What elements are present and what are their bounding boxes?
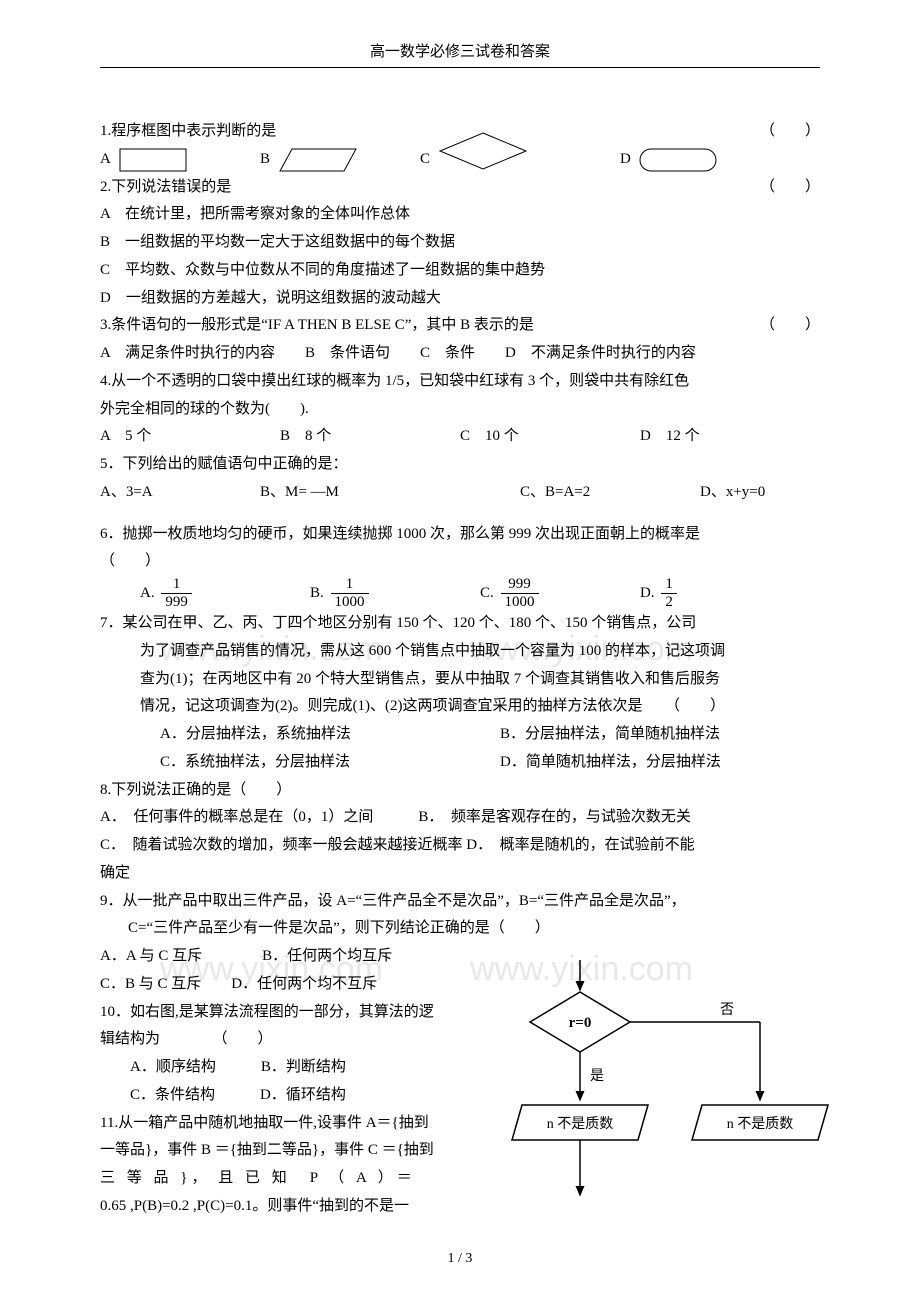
q6-frac-c: 9991000 [501,576,539,610]
q9-ab: A．A 与 C 互斥 B．任何两个均互斥 [100,943,820,971]
q6-l2: （ ） [100,548,820,576]
q10-cd: C．条件结构 D．循环结构 [100,1082,470,1110]
q6-d-den: 2 [661,594,677,611]
q2-opt-b: B 一组数据的平均数一定大于这组数据中的每个数据 [100,229,820,257]
q5-opt-c: C、B=A=2 [520,479,700,507]
q7-l4: 情况，记这项调查为(2)。则完成(1)、(2)这两项调查宜采用的抽样方法依次是 … [100,693,820,721]
page-number: 1 / 3 [100,1251,820,1267]
q8-c2: 确定 [100,860,820,888]
q6-c-den: 1000 [501,594,539,611]
q1-text: 1.程序框图中表示判断的是 [100,123,276,139]
q11-l3: 三 等 品 }， 且 已 知 P （ A ）＝ [100,1165,470,1193]
q2-stem: 2.下列说法错误的是 （ ） [100,174,820,202]
q9-l1: 9．从一批产品中取出三件产品，设 A=“三件产品全不是次品”，B=“三件产品全是… [100,888,820,916]
q6-a: A. [140,585,155,602]
q1-options: A B C D [100,146,820,174]
q1-opt-b-label: B [260,146,270,174]
q3-paren: （ ） [760,312,820,340]
q6-b-num: 1 [331,576,369,594]
q7-opt-b: B．分层抽样法，简单随机抽样法 [500,721,720,749]
q1-opt-d-label: D [620,146,631,174]
q2-text: 2.下列说法错误的是 [100,179,231,195]
q4-opts: A 5 个 B 8 个 C 10 个 D 12 个 [100,423,820,451]
q4-opt-c: C 10 个 [460,423,640,451]
q1-opt-a-label: A [100,146,111,174]
q6-c: C. [480,585,494,602]
q10-l1: 10．如右图,是某算法流程图的一部分，其算法的逻 [100,999,470,1027]
rounded-rect-icon [638,147,718,173]
q7-opts-cd: C．系统抽样法，分层抽样法 D．简单随机抽样法，分层抽样法 [100,749,820,777]
q6-c-num: 999 [501,576,539,594]
q6-opts: A. 1999 B. 11000 C. 9991000 D. 12 [100,576,820,610]
q2-opt-d: D 一组数据的方差越大，说明这组数据的波动越大 [100,285,820,313]
q9-cd: C．B 与 C 互斥 D．任何两个均不互斥 [100,971,470,999]
q1-paren: （ ） [760,118,820,146]
q1-opt-c-label: C [420,146,430,174]
q6-frac-b: 11000 [331,576,369,610]
q2-opt-a: A 在统计里，把所需考察对象的全体叫作总体 [100,201,820,229]
q7-l2: 为了调查产品销售的情况，需从这 600 个销售点中抽取一个容量为 100 的样本… [100,638,820,666]
q4-opt-d: D 12 个 [640,423,820,451]
q8-c: C． 随着试验次数的增加，频率一般会越来越接近概率 D． 概率是随机的，在试验前… [100,832,820,860]
q3-text: 3.条件语句的一般形式是“IF A THEN B ELSE C”，其中 B 表示… [100,317,534,333]
q6-b: B. [310,585,324,602]
q6-b-den: 1000 [331,594,369,611]
q9-l2: C=“三件产品至少有一件是次品”，则下列结论正确的是（ ） [100,915,820,943]
q5-opts: A、3=A B、M= —M C、B=A=2 D、x+y=0 [100,479,820,507]
q5-opt-b: B、M= —M [260,479,520,507]
q6-d: D. [640,585,655,602]
q7-opt-c: C．系统抽样法，分层抽样法 [160,749,500,777]
q5-opt-d: D、x+y=0 [700,479,820,507]
q3-opts: A 满足条件时执行的内容 B 条件语句 C 条件 D 不满足条件时执行的内容 [100,340,820,368]
q4-l2: 外完全相同的球的个数为( ). [100,396,820,424]
q10-ab: A．顺序结构 B．判断结构 [100,1054,470,1082]
q4-opt-b: B 8 个 [280,423,460,451]
q6-a-den: 999 [161,594,192,611]
q5-opt-a: A、3=A [100,479,260,507]
q6-d-num: 1 [661,576,677,594]
q6-frac-a: 1999 [161,576,192,610]
q4-l1: 4.从一个不透明的口袋中摸出红球的概率为 1/5，已知袋中红球有 3 个，则袋中… [100,368,820,396]
two-col-wrap: C．B 与 C 互斥 D．任何两个均不互斥 10．如右图,是某算法流程图的一部分… [100,971,820,1221]
q11-l4: 0.65 ,P(B)=0.2 ,P(C)=0.1。则事件“抽到的不是一 [100,1193,470,1221]
q11-l2: 一等品}，事件 B ＝{抽到二等品}，事件 C ＝{抽到 [100,1137,470,1165]
q8-stem: 8.下列说法正确的是（ ） [100,777,820,805]
q7-opt-a: A．分层抽样法，系统抽样法 [160,721,500,749]
q6-l1: 6．抛掷一枚质地均匀的硬币，如果连续抛掷 1000 次，那么第 999 次出现正… [100,521,820,549]
q6-a-num: 1 [161,576,192,594]
q7-l3: 查为(1)；在丙地区中有 20 个特大型销售点，要从中抽取 7 个调查其销售收入… [100,666,820,694]
q7-opts-ab: A．分层抽样法，系统抽样法 B．分层抽样法，简单随机抽样法 [100,721,820,749]
q2-opt-c: C 平均数、众数与中位数从不同的角度描述了一组数据的集中趋势 [100,257,820,285]
page-header: 高一数学必修三试卷和答案 [100,40,820,68]
q7-opt-d: D．简单随机抽样法，分层抽样法 [500,749,721,777]
q11-l1: 11.从一箱产品中随机地抽取一件,设事件 A＝{抽到 [100,1110,470,1138]
q10-l2: 辑结构为 （ ） [100,1026,470,1054]
q5-stem: 5．下列给出的赋值语句中正确的是： [100,451,820,479]
q2-paren: （ ） [760,174,820,202]
q3-stem: 3.条件语句的一般形式是“IF A THEN B ELSE C”，其中 B 表示… [100,312,820,340]
q7-l1: 7．某公司在甲、乙、丙、丁四个地区分别有 150 个、120 个、180 个、1… [100,610,820,638]
q8-row1: A． 任何事件的概率总是在（0，1）之间 B． 频率是客观存在的，与试验次数无关 [100,804,820,832]
q4-opt-a: A 5 个 [100,423,280,451]
q1-stem: 1.程序框图中表示判断的是 （ ） [100,118,820,146]
q6-frac-d: 12 [661,576,677,610]
rectangle-icon [118,147,188,173]
parallelogram-icon [278,147,358,173]
